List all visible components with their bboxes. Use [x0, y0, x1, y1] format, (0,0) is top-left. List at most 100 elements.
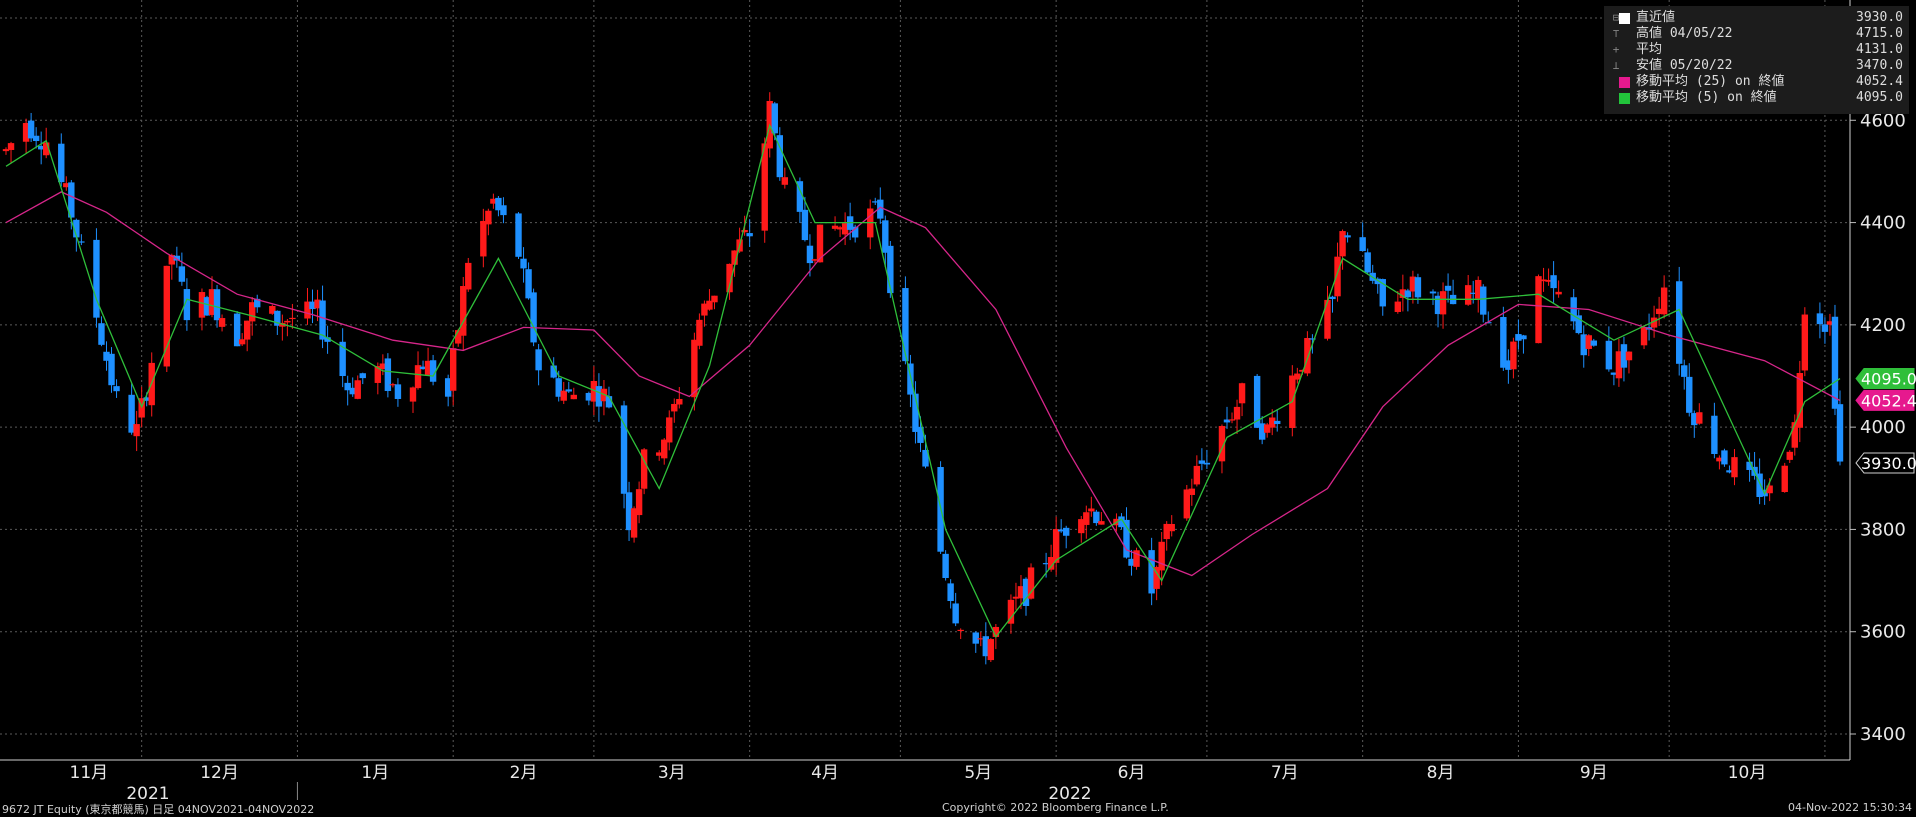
candle-body: [394, 384, 402, 399]
candle-body: [1615, 351, 1623, 379]
candle-body: [1299, 369, 1306, 372]
candle-body: [173, 255, 181, 261]
candle-body: [555, 378, 562, 397]
candle-body: [620, 405, 628, 494]
candle-body: [957, 629, 964, 632]
legend-row: + 平均 4131.0: [1604, 42, 1909, 58]
candle-body: [1238, 383, 1246, 404]
candle-body: [1605, 340, 1613, 370]
candle-body: [1485, 322, 1492, 324]
candle-body: [1540, 279, 1547, 282]
candle-body: [882, 220, 889, 253]
candle-body: [354, 380, 361, 399]
candle-body: [666, 417, 673, 443]
candle-body: [359, 373, 366, 379]
candle-body: [1550, 275, 1557, 289]
x-month-label: 1月: [361, 763, 389, 783]
candle-body: [535, 349, 542, 371]
candle-body: [1223, 419, 1231, 423]
candle-body: [1374, 278, 1381, 285]
candle-body: [972, 632, 979, 644]
candle-body: [982, 636, 990, 657]
candle-body: [284, 320, 291, 323]
legend-label: 高値 04/05/22: [1636, 26, 1733, 41]
candle-body: [374, 366, 382, 383]
candle-body: [656, 452, 663, 456]
candle-body: [851, 226, 859, 238]
candle-body: [1791, 422, 1798, 448]
candle-body: [912, 393, 919, 432]
candle-body: [178, 266, 186, 282]
candle-body: [771, 103, 778, 134]
candle-body: [831, 225, 839, 229]
candle-body: [1399, 289, 1407, 298]
candle-body: [1324, 299, 1331, 339]
candle-body: [1359, 237, 1366, 252]
price-tag-box: [1855, 452, 1915, 474]
candle-body: [691, 339, 698, 398]
candle-body: [485, 210, 492, 225]
legend-swatch: [1619, 93, 1630, 104]
candle-body: [1781, 465, 1788, 493]
candle-body: [741, 230, 748, 233]
candle-body: [922, 449, 929, 467]
candle-body: [1233, 406, 1241, 420]
candle-body: [907, 363, 914, 395]
candle-body: [1429, 291, 1437, 294]
candle-body: [1012, 596, 1020, 599]
candle-body: [93, 239, 100, 318]
candle-body: [1676, 281, 1683, 364]
legend-label: 安値 05/20/22: [1636, 58, 1733, 73]
candle-body: [1580, 334, 1587, 356]
candle-body: [1098, 521, 1105, 525]
candle-body: [379, 363, 387, 370]
candle-body: [1123, 519, 1130, 558]
price-tag-box: [1855, 389, 1915, 411]
legend-label: 移動平均 (25) on 終値: [1636, 74, 1785, 89]
candle-body: [1686, 376, 1693, 413]
candle-body: [1203, 462, 1211, 465]
y-tick-label: 3800: [1860, 519, 1906, 540]
footer-security-info: 9672 JT Equity (東京都競馬) 日足 04NOV2021-04NO…: [2, 803, 315, 816]
candle-body: [73, 219, 80, 238]
candle-body: [1007, 599, 1015, 624]
candle-body: [424, 360, 432, 375]
y-tick-label: 3600: [1860, 622, 1906, 643]
candle-body: [1414, 277, 1422, 298]
candle-body: [1439, 291, 1447, 315]
candle-body: [1756, 473, 1763, 498]
y-tick-label: 4400: [1860, 213, 1906, 234]
candle-body: [1786, 451, 1793, 460]
candle-body: [384, 358, 392, 391]
candle-body: [816, 224, 824, 263]
candle-body: [339, 341, 346, 377]
legend-label: 直近値: [1636, 10, 1676, 25]
candle-body: [1821, 324, 1829, 332]
candle-body: [585, 392, 593, 401]
candle-body: [550, 365, 557, 378]
x-month-label: 8月: [1427, 763, 1455, 783]
candle-body: [27, 120, 35, 139]
candle-body: [520, 258, 527, 269]
candle-body: [1118, 516, 1125, 528]
legend-row: 移動平均 (5) on 終値 4095.0: [1604, 90, 1909, 106]
candle-body: [1274, 420, 1281, 425]
candle-body: [1650, 317, 1658, 328]
x-month-label: 3月: [658, 763, 686, 783]
candle-body: [706, 300, 713, 310]
legend-glyph-icon: ⊤: [1612, 27, 1620, 40]
y-tick-label: 4600: [1860, 110, 1906, 131]
candle-body: [1831, 316, 1839, 409]
candle-body: [68, 182, 75, 218]
candle-body: [480, 220, 487, 257]
candle-body: [1475, 279, 1482, 299]
candle-body: [1409, 276, 1417, 292]
candle-body: [309, 301, 316, 310]
candle-body: [1027, 567, 1035, 599]
candle-body: [1218, 426, 1226, 462]
candle-body: [1253, 375, 1261, 428]
candle-body: [349, 387, 356, 395]
candle-body: [676, 398, 683, 405]
candle-body: [525, 269, 532, 299]
candle-body: [490, 198, 497, 204]
